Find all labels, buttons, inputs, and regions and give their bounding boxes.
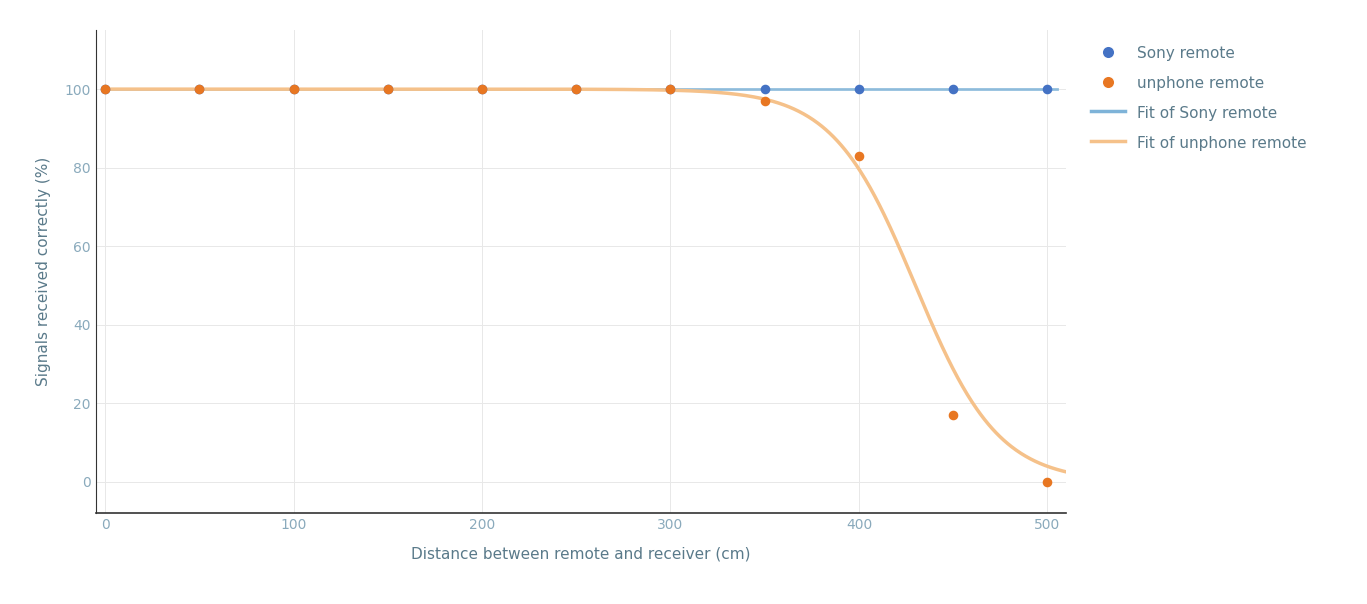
Point (94, 85, 116, 94)
Point (472, 85, 493, 94)
Point (189, 85, 211, 94)
Point (94, 85, 116, 94)
Point (283, 85, 305, 94)
Point (848, 151, 869, 161)
Point (753, 85, 775, 94)
Point (659, 85, 681, 94)
Point (1036, 85, 1058, 94)
Point (1036, 477, 1058, 487)
Point (753, 96, 775, 106)
Point (377, 85, 399, 94)
Point (189, 85, 211, 94)
Point (377, 85, 399, 94)
Point (848, 85, 869, 94)
Y-axis label: Signals received correctly (%): Signals received correctly (%) (36, 157, 51, 387)
Legend: Sony remote, unphone remote, Fit of Sony remote, Fit of unphone remote: Sony remote, unphone remote, Fit of Sony… (1084, 38, 1314, 158)
Point (472, 85, 493, 94)
Point (283, 85, 305, 94)
X-axis label: Distance between remote and receiver (cm): Distance between remote and receiver (cm… (411, 546, 750, 561)
Point (942, 410, 964, 420)
Point (942, 85, 964, 94)
Point (566, 85, 588, 94)
Point (566, 85, 588, 94)
Point (659, 85, 681, 94)
